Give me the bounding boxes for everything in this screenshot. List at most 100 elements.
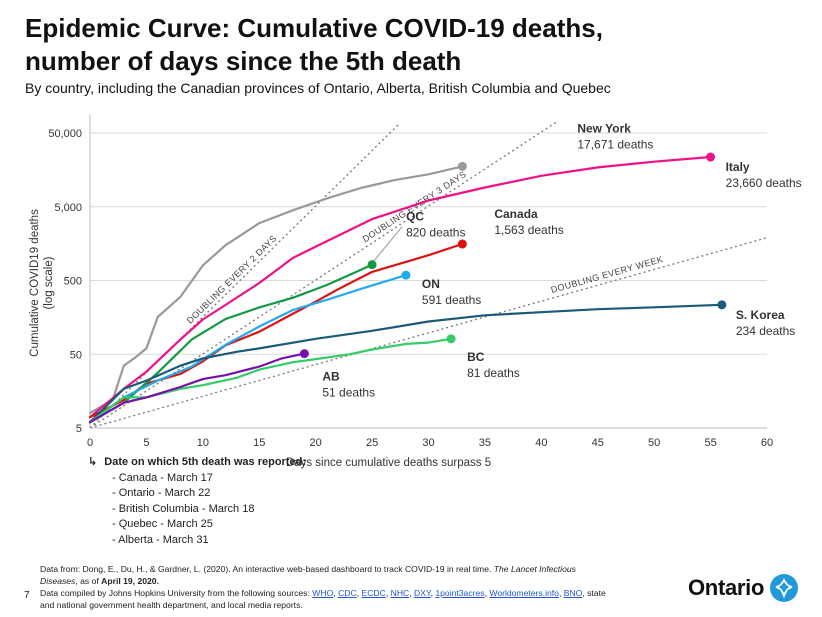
- source-line-2: Diseases, as of April 19, 2020.: [40, 575, 680, 587]
- source-line-4: and national government health departmen…: [40, 599, 680, 611]
- series-endpoint-italy: [706, 152, 716, 162]
- source-link-separator: ,: [385, 588, 391, 598]
- x-tick-label: 45: [592, 437, 604, 449]
- source-link-nhc[interactable]: NHC: [390, 588, 410, 598]
- ontario-logo: Ontario: [688, 574, 799, 602]
- source-link-cdc[interactable]: CDC: [338, 588, 357, 598]
- source-link-separator: ,: [409, 588, 415, 598]
- series-line-new-york: [88, 165, 464, 414]
- x-tick-label: 35: [479, 437, 491, 449]
- x-tick-label: 55: [704, 437, 716, 449]
- x-tick-label: 25: [366, 437, 378, 449]
- fifth-death-dates-legend: ↳ Date on which 5th death was reported: …: [88, 455, 328, 548]
- series-value-label-ab: 51 deaths: [322, 386, 375, 400]
- series-label-italy: Italy: [726, 160, 750, 174]
- series-endpoint-qc: [367, 260, 377, 270]
- source-link-dxy[interactable]: DXY: [414, 588, 431, 598]
- source-links: WHO, CDC, ECDC, NHC, DXY, 1point3acres, …: [312, 588, 582, 598]
- reference-line-doubling-every-3-days: [90, 120, 559, 428]
- leader-line: [466, 132, 572, 164]
- source-asof: , as of: [75, 576, 102, 586]
- series-value-label-new-york: 17,671 deaths: [577, 137, 653, 151]
- source-note: Data from: Dong, E., Du, H., & Gardner, …: [40, 563, 680, 611]
- series-value-label-canada: 1,563 deaths: [494, 223, 563, 237]
- source-reports: and national government health departmen…: [40, 600, 303, 610]
- reference-line-doubling-every-week: [90, 237, 767, 428]
- source-line-1: Data from: Dong, E., Du, H., & Gardner, …: [40, 563, 680, 575]
- source-state: , state: [582, 588, 606, 598]
- series-endpoint-bc: [446, 334, 456, 344]
- series-value-label-italy: 23,660 deaths: [726, 176, 802, 190]
- y-axis-label: Cumulative COVID19 deaths: [29, 209, 41, 357]
- legend-item-british-columbia: - British Columbia - March 18: [112, 502, 255, 515]
- series-label-new-york: New York: [577, 121, 631, 135]
- series-label-s-korea: S. Korea: [736, 308, 785, 322]
- series-endpoint-ab: [299, 349, 309, 359]
- trillium-icon: [770, 574, 799, 602]
- legend-heading-row: ↳ Date on which 5th death was reported:: [88, 455, 328, 471]
- source-link-worldometers-info[interactable]: Worldometers.info: [489, 588, 559, 598]
- y-tick-label: 50: [70, 349, 82, 361]
- source-line-3: Data compiled by Johns Hopkins Universit…: [40, 587, 680, 599]
- ontario-wordmark: Ontario: [688, 575, 765, 600]
- y-tick-label: 5: [76, 423, 82, 435]
- series-label-canada: Canada: [494, 207, 538, 221]
- x-tick-label: 50: [648, 437, 660, 449]
- series-value-label-bc: 81 deaths: [467, 366, 520, 380]
- page-title: Epidemic Curve: Cumulative COVID-19 deat…: [25, 13, 603, 76]
- source-link-ecdc[interactable]: ECDC: [361, 588, 386, 598]
- source-date: April 19, 2020.: [101, 576, 159, 586]
- source-link-1point3acres[interactable]: 1point3acres: [435, 588, 485, 598]
- source-journal-cont: Diseases: [40, 576, 76, 586]
- series-value-label-qc: 820 deaths: [406, 226, 465, 240]
- series-value-label-s-korea: 234 deaths: [736, 324, 795, 338]
- reference-label-doubling-every-week: DOUBLING EVERY WEEK: [550, 254, 665, 295]
- return-arrow-icon: ↳: [88, 456, 98, 468]
- source-link-separator: ,: [356, 588, 362, 598]
- legend-item-canada: - Canada - March 17: [112, 471, 213, 484]
- source-compiled: Data compiled by Johns Hopkins Universit…: [40, 588, 313, 598]
- x-tick-label: 5: [143, 437, 149, 449]
- x-tick-label: 30: [422, 437, 434, 449]
- series-line-s-korea: [88, 303, 724, 424]
- y-tick-label: 500: [64, 276, 82, 288]
- x-tick-label: 10: [197, 437, 209, 449]
- source-journal: The Lancet Infectious: [493, 564, 576, 574]
- legend-item-alberta: - Alberta - March 31: [112, 533, 209, 546]
- source-citation: Data from: Dong, E., Du, H., & Gardner, …: [40, 564, 494, 574]
- series-endpoint-canada: [457, 239, 467, 249]
- y-tick-label: 50,000: [48, 128, 82, 140]
- x-axis-label: Days since cumulative deaths surpass 5: [286, 457, 491, 469]
- source-link-separator: ,: [558, 588, 564, 598]
- reference-line-doubling-every-2-days: [90, 122, 401, 428]
- series-endpoint-new-york: [457, 161, 467, 171]
- page-number: 7: [24, 590, 30, 601]
- page-subtitle: By country, including the Canadian provi…: [25, 80, 611, 96]
- y-axis-sublabel: (log scale): [43, 256, 55, 309]
- y-tick-label: 5,000: [54, 202, 82, 214]
- source-link-separator: ,: [484, 588, 490, 598]
- source-link-separator: ,: [333, 588, 339, 598]
- series-label-ab: AB: [322, 370, 340, 384]
- x-tick-label: 60: [761, 437, 773, 449]
- source-link-who[interactable]: WHO: [312, 588, 334, 598]
- x-tick-label: 40: [535, 437, 547, 449]
- legend-item-quebec: - Quebec - March 25: [112, 518, 213, 530]
- series-value-label-on: 591 deaths: [422, 293, 481, 307]
- x-tick-label: 20: [310, 437, 322, 449]
- x-tick-label: 0: [87, 437, 93, 449]
- series-line-on: [88, 274, 407, 424]
- series-line-italy: [88, 155, 712, 419]
- series-line-canada: [88, 242, 464, 419]
- source-link-bno[interactable]: BNO: [563, 588, 583, 598]
- series-label-bc: BC: [467, 350, 485, 364]
- leader-line-qc: [373, 226, 403, 262]
- series-label-qc: QC: [406, 210, 424, 224]
- source-link-separator: ,: [430, 588, 436, 598]
- x-tick-label: 15: [253, 437, 265, 449]
- series-endpoint-on: [401, 270, 411, 280]
- legend-item-ontario: - Ontario - March 22: [112, 487, 211, 499]
- series-line-ab: [88, 352, 306, 424]
- series-endpoint-s-korea: [717, 300, 727, 310]
